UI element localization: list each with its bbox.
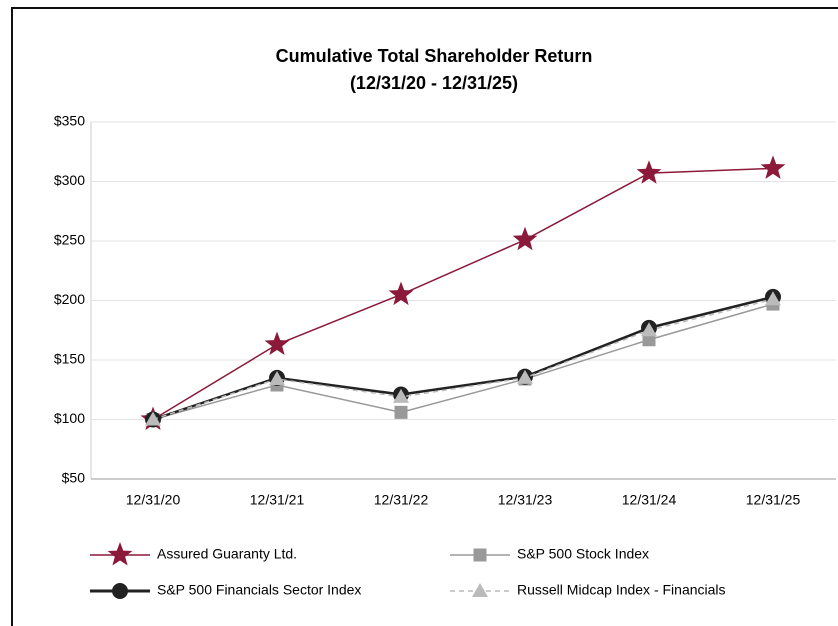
square-marker [473,548,487,562]
star-marker [388,281,414,306]
triangle-marker [145,411,161,426]
series-line [152,295,774,421]
series-line [152,167,774,421]
y-tick-label: $250 [54,232,85,248]
x-tick-label: 12/31/24 [622,492,677,508]
frame [11,7,838,626]
circle-marker [112,583,128,599]
y-tick-label: $100 [54,410,85,426]
y-tick-label: $50 [62,470,86,486]
series-line [152,303,774,421]
x-tick-label: 12/31/20 [126,492,181,508]
x-tick-label: 12/31/22 [374,492,429,508]
y-tick-label: $150 [54,351,85,367]
star-marker [760,155,786,179]
legend-label: Russell Midcap Index - Financials [517,582,726,598]
triangle-marker [393,388,409,403]
triangle-marker [517,369,533,384]
square-marker [642,333,656,347]
star-marker [264,331,290,355]
star-marker [512,226,538,251]
triangle-marker [269,371,285,386]
triangle-marker [765,291,781,306]
x-tick-label: 12/31/21 [250,492,305,508]
x-tick-label: 12/31/25 [746,492,801,508]
square-marker [394,405,408,419]
y-tick-label: $300 [54,172,85,188]
triangle-marker [641,322,657,337]
legend-label: S&P 500 Financials Sector Index [157,582,361,598]
x-tick-label: 12/31/23 [498,492,553,508]
y-tick-label: $350 [54,113,85,129]
series-line [152,298,774,421]
legend-label: S&P 500 Stock Index [517,546,649,562]
star-marker [107,542,133,566]
legend-label: Assured Guaranty Ltd. [157,546,297,562]
triangle-marker [472,583,488,597]
chart-subtitle: (12/31/20 - 12/31/25) [350,73,518,93]
y-tick-label: $200 [54,291,85,307]
chart-title: Cumulative Total Shareholder Return [276,46,593,66]
star-marker [636,160,662,184]
